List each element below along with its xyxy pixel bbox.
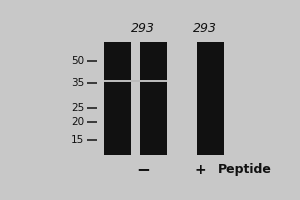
Text: +: + xyxy=(194,163,206,177)
Text: −: − xyxy=(136,161,150,179)
Text: 293: 293 xyxy=(131,22,155,35)
Bar xyxy=(140,42,167,155)
Bar xyxy=(104,80,167,82)
Text: Peptide: Peptide xyxy=(218,163,272,176)
Bar xyxy=(104,42,130,155)
Text: 15: 15 xyxy=(71,135,84,145)
Text: 35: 35 xyxy=(71,78,84,88)
Text: 25: 25 xyxy=(71,103,84,113)
Text: 50: 50 xyxy=(71,56,84,66)
Bar xyxy=(197,42,224,155)
Text: 20: 20 xyxy=(71,117,84,127)
Text: 293: 293 xyxy=(193,22,217,35)
